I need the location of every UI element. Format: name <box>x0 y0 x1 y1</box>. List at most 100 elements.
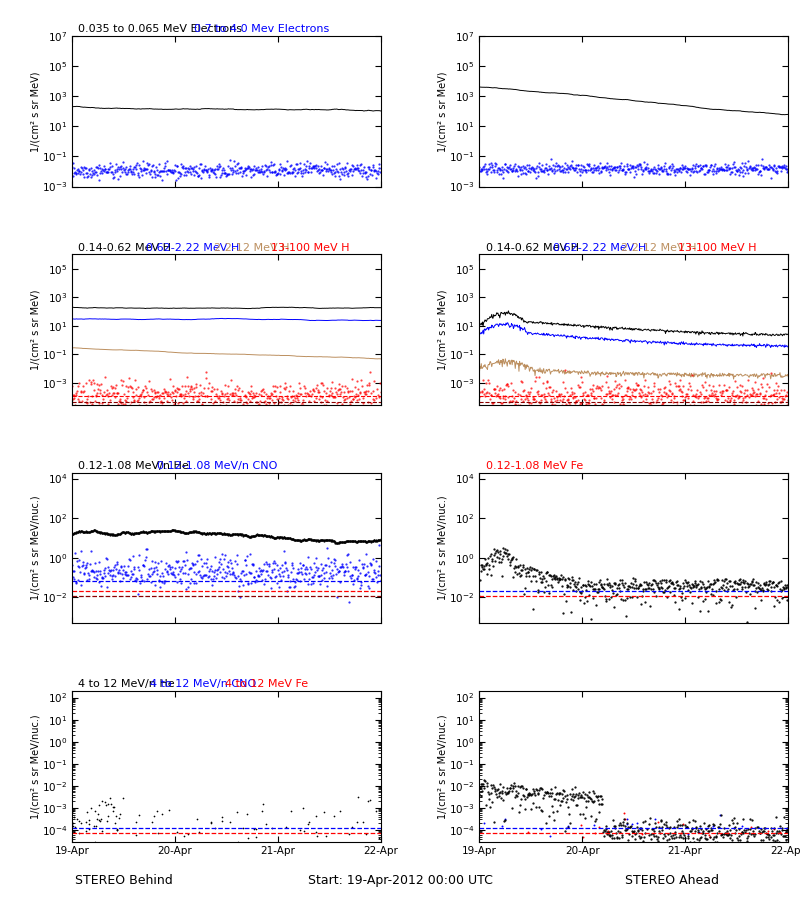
Point <box>370 804 382 818</box>
Point <box>559 821 572 835</box>
Point <box>702 828 715 842</box>
Point <box>107 804 120 818</box>
Point <box>279 820 292 834</box>
Y-axis label: 1/(cm² s sr MeV/nuc.): 1/(cm² s sr MeV/nuc.) <box>30 496 41 600</box>
Point <box>107 800 120 814</box>
Point <box>91 806 104 821</box>
Point <box>223 815 236 830</box>
Text: 0.62-2.22 MeV H: 0.62-2.22 MeV H <box>554 243 646 253</box>
Point <box>362 794 374 808</box>
Point <box>83 814 96 828</box>
Point <box>124 842 137 856</box>
Point <box>146 814 158 829</box>
Point <box>634 822 646 836</box>
Point <box>674 825 687 840</box>
Point <box>649 812 662 826</box>
Point <box>69 820 82 834</box>
Point <box>108 799 121 814</box>
Point <box>110 808 122 823</box>
Point <box>264 837 277 851</box>
Text: 13-100 MeV H: 13-100 MeV H <box>678 243 757 253</box>
Point <box>334 804 347 818</box>
Point <box>704 829 717 843</box>
Y-axis label: 1/(cm² s sr MeV/nuc.): 1/(cm² s sr MeV/nuc.) <box>30 714 40 818</box>
Point <box>147 808 160 823</box>
Point <box>478 816 490 831</box>
Y-axis label: 1/(cm² s sr MeV): 1/(cm² s sr MeV) <box>30 289 40 370</box>
Point <box>327 809 340 824</box>
Point <box>574 817 587 832</box>
Point <box>102 796 115 811</box>
Y-axis label: 1/(cm² s sr MeV/nuc.): 1/(cm² s sr MeV/nuc.) <box>438 496 448 600</box>
Point <box>621 817 634 832</box>
Point <box>130 828 142 842</box>
Point <box>473 824 486 838</box>
Point <box>351 789 364 804</box>
Point <box>260 817 273 832</box>
Text: 0.12-1.08 MeV Fe: 0.12-1.08 MeV Fe <box>486 461 583 471</box>
Point <box>215 809 228 824</box>
Text: 4 to 12 MeV Fe: 4 to 12 MeV Fe <box>225 680 308 689</box>
Point <box>693 825 706 840</box>
Point <box>619 812 632 826</box>
Point <box>255 804 268 818</box>
Point <box>133 808 146 823</box>
Point <box>80 815 93 830</box>
Point <box>104 790 117 805</box>
Point <box>100 814 113 828</box>
Point <box>346 820 358 834</box>
Point <box>626 817 638 832</box>
Point <box>95 824 108 839</box>
Point <box>360 827 373 842</box>
Point <box>722 826 734 841</box>
Text: 0.035 to 0.065 MeV Electrons: 0.035 to 0.065 MeV Electrons <box>78 24 242 34</box>
Point <box>73 826 86 841</box>
Point <box>745 820 758 834</box>
Point <box>162 803 175 817</box>
Point <box>151 805 164 819</box>
Point <box>761 824 774 839</box>
Point <box>96 794 109 808</box>
Point <box>98 795 111 809</box>
Point <box>94 814 106 828</box>
Y-axis label: 1/(cm² s sr MeV): 1/(cm² s sr MeV) <box>438 71 448 151</box>
Point <box>170 824 183 839</box>
Point <box>90 818 102 832</box>
Point <box>652 814 665 829</box>
Point <box>636 826 649 841</box>
Y-axis label: 1/(cm² s sr MeV): 1/(cm² s sr MeV) <box>438 289 448 370</box>
Point <box>522 825 534 840</box>
Point <box>110 822 123 836</box>
Point <box>182 826 194 841</box>
Text: STEREO Behind: STEREO Behind <box>75 874 173 886</box>
Point <box>231 834 244 849</box>
Point <box>108 816 121 831</box>
Point <box>81 806 94 820</box>
Point <box>68 824 81 839</box>
Point <box>102 809 114 824</box>
Point <box>92 813 105 827</box>
Text: 2.2-12 MeV H: 2.2-12 MeV H <box>214 243 290 253</box>
Point <box>294 824 306 838</box>
Point <box>495 819 508 833</box>
Point <box>94 812 107 826</box>
Point <box>209 821 222 835</box>
Point <box>88 819 101 833</box>
Text: 13-100 MeV H: 13-100 MeV H <box>270 243 350 253</box>
Point <box>302 815 315 830</box>
Text: 0.14-0.62 MeV H: 0.14-0.62 MeV H <box>78 243 171 253</box>
Point <box>89 834 102 849</box>
Point <box>204 815 217 830</box>
Point <box>250 830 262 844</box>
Point <box>114 806 126 821</box>
Point <box>100 842 113 856</box>
Point <box>302 816 314 831</box>
Point <box>372 831 385 845</box>
Point <box>535 823 548 837</box>
Text: 0.12-1.08 MeV/n He: 0.12-1.08 MeV/n He <box>78 461 189 471</box>
Point <box>682 827 695 842</box>
Point <box>298 824 310 838</box>
Point <box>576 830 589 844</box>
Point <box>334 838 347 852</box>
Point <box>768 822 781 836</box>
